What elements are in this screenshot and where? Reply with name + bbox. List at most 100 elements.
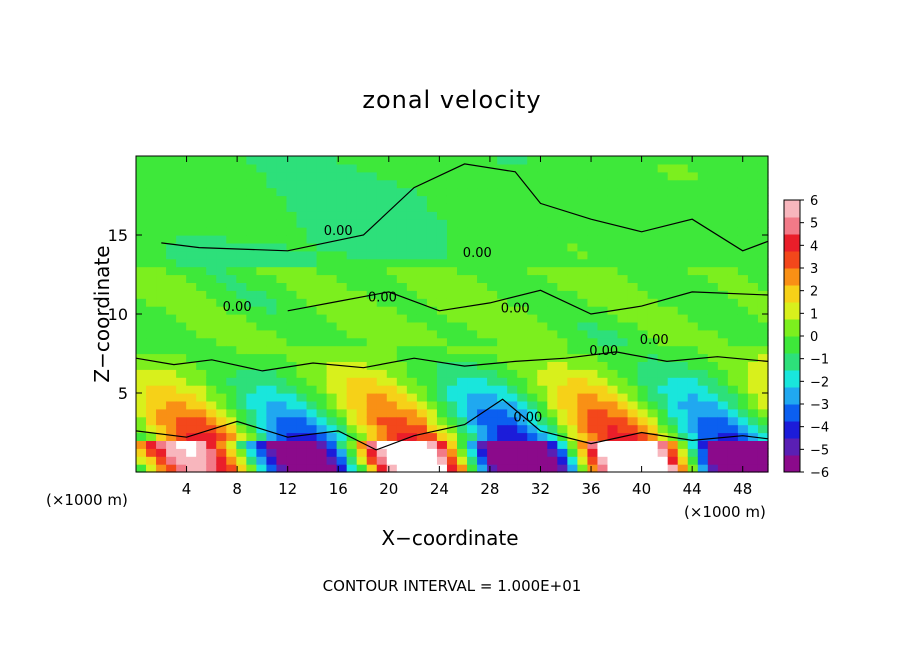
heatmap-cell [597,416,609,426]
heatmap-cell [457,242,468,252]
heatmap-cell [216,361,227,370]
heatmap-cell [527,242,538,252]
heatmap-cell [306,163,318,173]
heatmap-cell [517,282,528,291]
heatmap-cell [637,448,649,457]
heatmap-cell [276,219,288,228]
heatmap-cell [727,345,739,355]
heatmap-cell [457,219,468,228]
heatmap-cell [136,432,147,441]
heatmap-cell [336,329,348,339]
heatmap-cell [366,329,378,339]
heatmap-cell [236,464,247,473]
heatmap-cell [697,235,709,244]
heatmap-cell [256,227,268,236]
heatmap-cell [497,306,508,315]
heatmap-cell [557,353,568,362]
heatmap-cell [487,211,498,220]
heatmap-cell [236,298,247,307]
heatmap-cell [557,448,568,457]
heatmap-cell [717,361,729,370]
heatmap-cell [286,393,298,402]
heatmap-cell [687,329,699,339]
heatmap-cell [487,219,498,228]
heatmap-cell [296,329,308,339]
heatmap-cell [487,377,498,386]
heatmap-cell [296,290,308,299]
heatmap-cell [406,298,418,307]
heatmap-cell [467,329,478,339]
heatmap-cell [667,171,679,181]
heatmap-cell [386,448,398,457]
heatmap-cell [537,227,548,236]
heatmap-cell [717,369,729,378]
heatmap-cell [156,250,167,260]
heatmap-cell [607,171,619,181]
heatmap-cell [757,385,769,394]
heatmap-cell [376,203,388,212]
heatmap-cell [366,195,378,204]
heatmap-cell [266,306,278,315]
heatmap-cell [477,235,488,244]
heatmap-cell [376,250,388,260]
heatmap-cell [517,464,528,473]
heatmap-cell [306,250,318,260]
heatmap-cell [467,321,478,331]
heatmap-cell [406,187,418,197]
heatmap-cell [436,345,448,355]
heatmap-cell [607,416,619,426]
heatmap-cell [396,408,408,418]
heatmap-cell [326,448,338,457]
heatmap-cell [296,156,308,165]
heatmap-cell [406,156,418,165]
heatmap-cell [647,179,659,189]
heatmap-cell [497,400,508,410]
heatmap-cell [376,306,388,315]
heatmap-cell [477,329,488,339]
heatmap-cell [577,456,589,465]
heatmap-cell [416,290,428,299]
heatmap-cell [426,306,438,315]
heatmap-cell [406,456,418,465]
heatmap-cell [737,369,749,378]
heatmap-cell [747,337,759,347]
heatmap-cell [717,424,729,434]
heatmap-cell [356,266,368,276]
heatmap-cell [156,424,167,434]
heatmap-cell [517,337,528,347]
heatmap-cell [416,219,428,228]
heatmap-cell [136,377,147,386]
heatmap-cell [557,179,568,189]
heatmap-cell [416,321,428,331]
heatmap-cell [717,432,729,441]
heatmap-cell [517,345,528,355]
heatmap-cell [557,250,568,260]
heatmap-cell [286,353,298,362]
heatmap-cell [567,266,578,276]
heatmap-cell [286,211,298,220]
heatmap-cell [206,156,217,165]
heatmap-cell [446,203,458,212]
heatmap-cell [406,250,418,260]
heatmap-cell [246,393,257,402]
heatmap-cell [597,227,609,236]
heatmap-cell [687,266,699,276]
heatmap-cell [737,282,749,291]
colorbar-segment [784,285,800,303]
colorbar-segment [784,336,800,354]
x-tick-label: 4 [182,480,192,498]
heatmap-cell [627,385,639,394]
heatmap-cell [747,377,759,386]
heatmap-cell [567,448,578,457]
heatmap-cell [697,456,709,465]
heatmap-cell [226,203,237,212]
heatmap-cell [607,211,619,220]
heatmap-cell [677,163,689,173]
colorbar-segment [784,251,800,269]
heatmap-cell [617,393,629,402]
heatmap-cell [296,282,308,291]
heatmap-cell [547,274,558,283]
heatmap-cell [607,156,619,165]
colorbar-tick-label: 5 [810,217,818,232]
heatmap-cell [446,163,458,173]
